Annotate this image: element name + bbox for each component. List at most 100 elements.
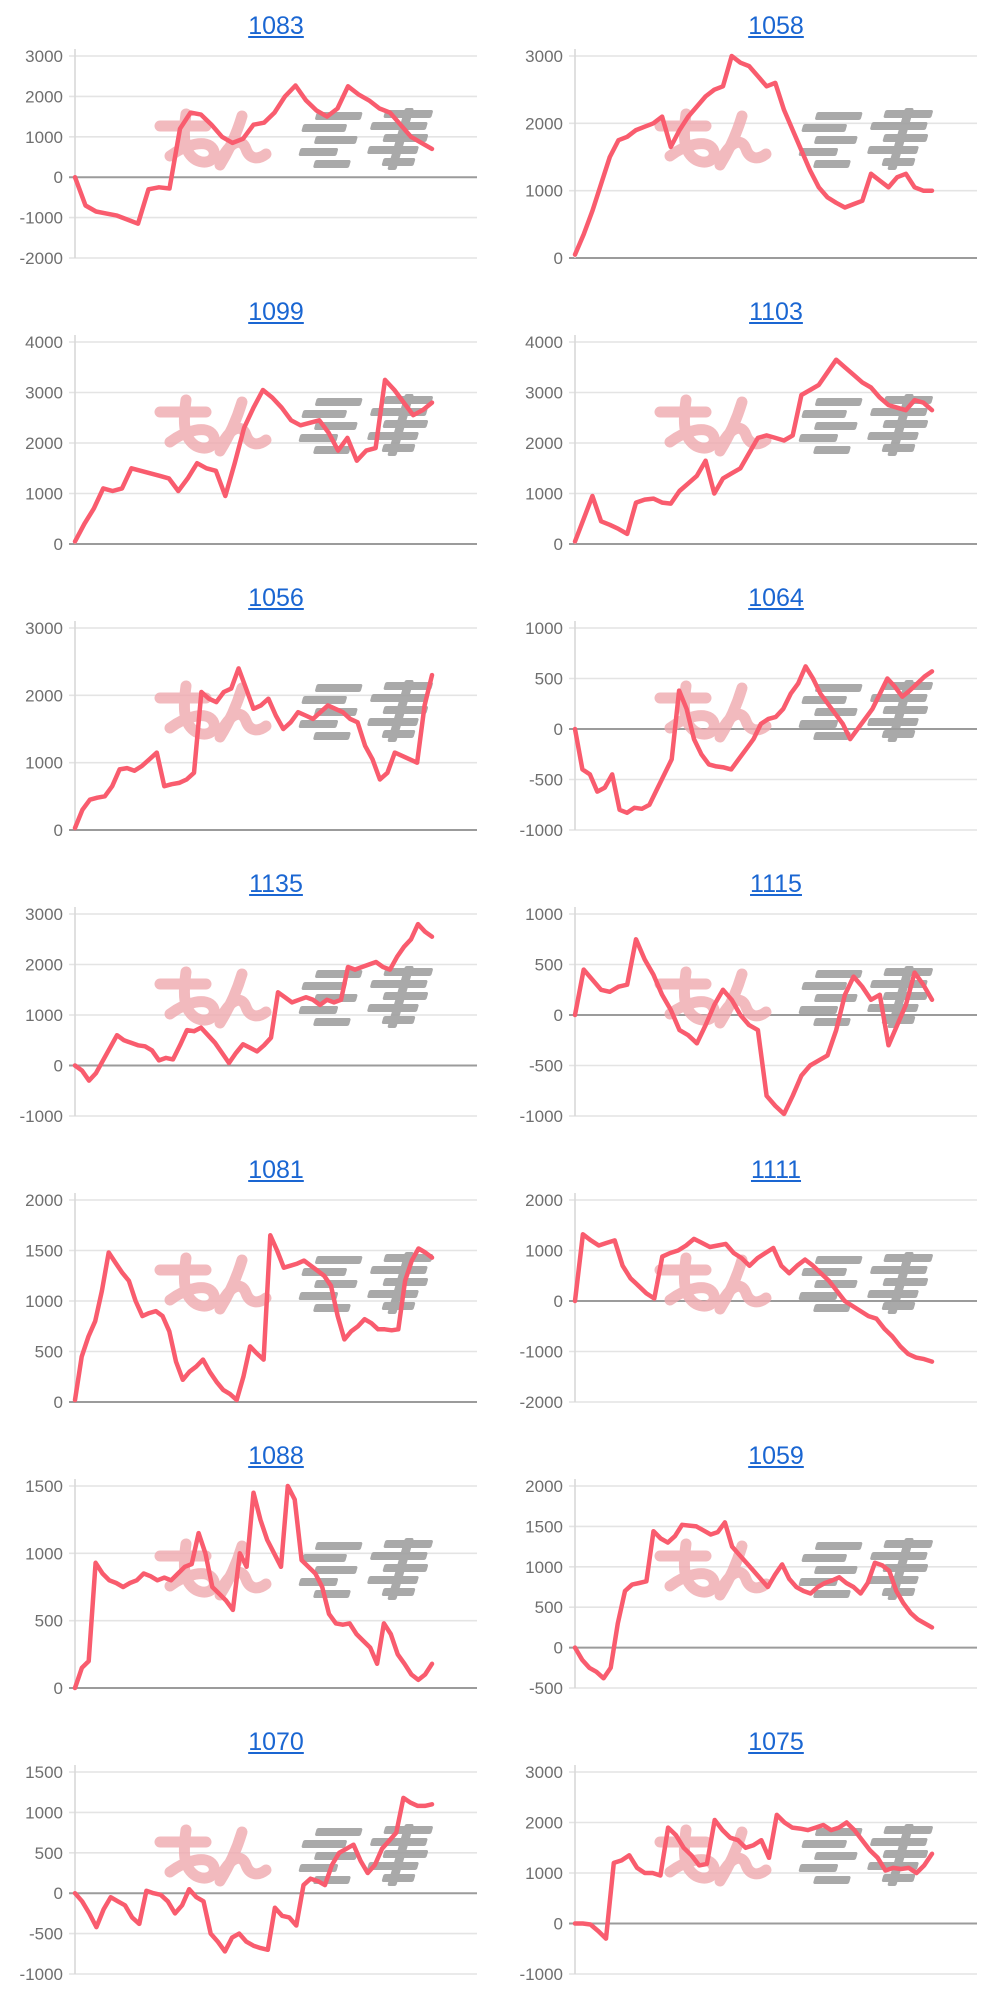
y-tick-label: 2000 — [25, 87, 63, 106]
y-tick-label: 3000 — [25, 47, 63, 66]
plot-area: 2000 1000 0 -1000 -2000 — [500, 1190, 1000, 1416]
y-tick-label: 1000 — [525, 485, 563, 504]
chart-title-link[interactable]: 1115 — [750, 869, 802, 898]
y-tick-label: -1000 — [520, 1343, 563, 1362]
y-tick-label: 500 — [535, 956, 563, 975]
chart-cell: 1056 3000 2000 1000 0 — [0, 572, 500, 858]
watermark-pink-text — [154, 966, 272, 1029]
chart-title-link[interactable]: 1081 — [248, 1155, 304, 1184]
chart-cell: 1099 4000 3000 2000 1000 0 — [0, 286, 500, 572]
line-chart: 2000 1500 1000 500 0 -500 — [525, 1477, 977, 1698]
y-tick-label: -500 — [29, 1925, 63, 1944]
chart-title-link[interactable]: 1111 — [750, 1155, 802, 1184]
watermark-pink-text — [654, 1538, 772, 1601]
y-tick-label: 500 — [35, 1612, 63, 1631]
chart-cell: 1081 2000 1500 1000 500 0 — [0, 1144, 500, 1430]
watermark-pink-text — [654, 108, 772, 171]
y-tick-label: 0 — [54, 1679, 63, 1698]
plot-area: 2000 1500 1000 500 0 -500 — [500, 1476, 1000, 1702]
line-chart: 1000 500 0 -500 -1000 — [520, 905, 977, 1126]
chart-title-row: 1056 — [0, 572, 500, 618]
y-tick-label: 0 — [54, 168, 63, 187]
line-chart: 3000 2000 1000 0 — [525, 47, 977, 268]
line-chart: 3000 2000 1000 0 — [25, 619, 477, 840]
line-chart: 3000 2000 1000 0 -1000 — [20, 905, 477, 1126]
y-tick-label: 4000 — [25, 333, 63, 352]
y-tick-label: 1000 — [25, 1292, 63, 1311]
y-tick-label: 3000 — [525, 1763, 563, 1782]
watermark-pink-text — [154, 1824, 272, 1887]
y-tick-label: 1000 — [525, 619, 563, 638]
plot-area: 3000 2000 1000 0 -1000 — [0, 904, 500, 1130]
y-tick-label: 500 — [35, 1343, 63, 1362]
y-tick-label: 1000 — [25, 128, 63, 147]
chart-title-link[interactable]: 1083 — [248, 11, 304, 40]
watermark-gray-text — [298, 394, 433, 456]
line-chart: 2000 1500 1000 500 0 — [25, 1191, 477, 1412]
chart-title-link[interactable]: 1064 — [748, 583, 804, 612]
y-tick-label: 0 — [554, 1292, 563, 1311]
chart-title-link[interactable]: 1088 — [248, 1441, 304, 1470]
chart-title-row: 1083 — [0, 0, 500, 46]
y-tick-label: 0 — [554, 1639, 563, 1658]
data-series-line — [572, 53, 935, 257]
y-tick-label: 0 — [554, 249, 563, 268]
watermark-pink-text — [654, 394, 772, 457]
y-tick-label: 1500 — [25, 1242, 63, 1261]
data-series-line — [72, 666, 435, 831]
chart-title-link[interactable]: 1058 — [748, 11, 804, 40]
line-chart: 3000 2000 1000 0 -1000 — [520, 1763, 977, 1984]
y-tick-label: 3000 — [525, 47, 563, 66]
y-tick-label: 1000 — [525, 1864, 563, 1883]
chart-title-row: 1070 — [0, 1716, 500, 1762]
y-tick-label: 0 — [554, 1915, 563, 1934]
chart-cell: 1083 3000 2000 1000 0 -1000 -2000 — [0, 0, 500, 286]
chart-title-row: 1135 — [0, 858, 500, 904]
plot-area: 1500 1000 500 0 — [0, 1476, 500, 1702]
watermark-gray-text — [298, 1824, 433, 1886]
watermark-pink-text — [154, 394, 272, 457]
y-tick-label: -1000 — [20, 1107, 63, 1126]
y-tick-label: -500 — [529, 1057, 563, 1076]
watermark-logo — [654, 108, 933, 171]
plot-area: 1500 1000 500 0 -500 -1000 — [0, 1762, 500, 1988]
watermark-logo — [154, 1252, 433, 1315]
plot-area: 3000 2000 1000 0 — [500, 46, 1000, 272]
plot-area: 3000 2000 1000 0 -1000 -2000 — [0, 46, 500, 272]
chart-title-link[interactable]: 1135 — [249, 869, 303, 898]
data-series-line — [572, 1520, 935, 1681]
chart-title-link[interactable]: 1059 — [748, 1441, 804, 1470]
watermark-logo — [154, 394, 433, 457]
plot-area: 3000 2000 1000 0 -1000 — [500, 1762, 1000, 1988]
y-tick-label: -500 — [529, 771, 563, 790]
data-series-line — [72, 83, 435, 226]
plot-area: 4000 3000 2000 1000 0 — [0, 332, 500, 558]
chart-title-link[interactable]: 1056 — [248, 583, 304, 612]
y-tick-label: 1000 — [25, 1544, 63, 1563]
chart-title-row: 1103 — [500, 286, 1000, 332]
chart-title-link[interactable]: 1070 — [248, 1727, 304, 1756]
y-tick-label: 1000 — [525, 905, 563, 924]
y-tick-label: -2000 — [520, 1393, 563, 1412]
chart-title-link[interactable]: 1075 — [748, 1727, 804, 1756]
watermark-logo — [654, 966, 933, 1029]
watermark-pink-text — [154, 680, 272, 743]
line-chart: 3000 2000 1000 0 -1000 -2000 — [20, 47, 477, 268]
y-tick-label: 500 — [535, 670, 563, 689]
data-series-line — [572, 937, 935, 1117]
y-tick-label: 2000 — [525, 434, 563, 453]
y-tick-label: 0 — [54, 1884, 63, 1903]
watermark-gray-text — [298, 966, 433, 1028]
plot-area: 1000 500 0 -500 -1000 — [500, 618, 1000, 844]
chart-title-row: 1099 — [0, 286, 500, 332]
chart-title-link[interactable]: 1099 — [248, 297, 304, 326]
chart-title-row: 1059 — [500, 1430, 1000, 1476]
watermark-pink-text — [154, 1538, 272, 1601]
chart-cell: 1075 3000 2000 1000 0 -1000 — [500, 1716, 1000, 2002]
y-tick-label: 1000 — [25, 1006, 63, 1025]
chart-title-link[interactable]: 1103 — [749, 297, 803, 326]
chart-title-row: 1115 — [500, 858, 1000, 904]
chart-title-row: 1111 — [500, 1144, 1000, 1190]
chart-title-row: 1058 — [500, 0, 1000, 46]
